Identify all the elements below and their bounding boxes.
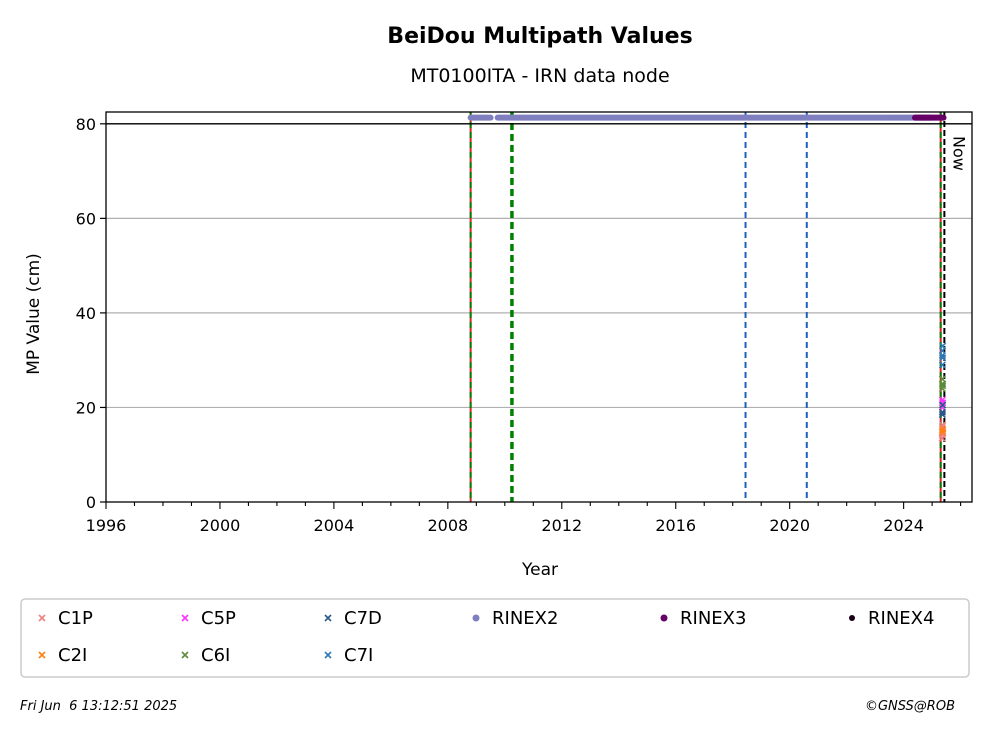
legend-marker [472,614,480,622]
legend-marker [660,614,668,622]
data-point [938,410,946,419]
legend: C1P C5P C7D RINEX2 RINEX3 RINEX4 C2I C6I C7I [38,608,934,666]
y-tick-label: 0 [86,493,96,512]
x-tick-label: 1996 [86,516,127,535]
legend-label: RINEX3 [680,608,746,629]
data-point [939,342,947,350]
x-tick-label: 2024 [883,516,924,535]
data-point [324,614,332,622]
data-point [939,425,947,433]
data-point [181,614,189,622]
data-point [939,382,947,390]
legend-item-rinex4: RINEX4 [849,608,934,629]
y-tick-label: 60 [76,209,96,228]
legend-item-c7d: C7D [324,608,382,629]
legend-item-c2i: C2I [38,645,87,666]
x-tick-label: 2012 [541,516,582,535]
legend-item-c7i: C7I [324,645,373,666]
legend-item-rinex2: RINEX2 [472,608,558,629]
plot-area-frame [105,111,973,503]
data-point [181,651,189,659]
legend-item-c6i: C6I [181,645,230,666]
chart-title: BeiDou Multipath Values [387,24,692,49]
legend-item-c1p: C1P [38,608,93,629]
x-tick-label: 2008 [427,516,468,535]
grid-lines [106,123,972,409]
legend-box [20,598,970,678]
data-point [939,354,947,362]
series-c7d [938,401,947,419]
series-c2i [938,425,947,436]
x-axis-ticks: 1996 2000 2004 2008 2012 2016 2020 2024 [86,502,962,535]
legend-item-c5p: C5P [181,608,236,629]
y-tick-label: 20 [76,398,96,417]
data-point [938,408,946,416]
y-axis-ticks: 0 20 40 60 80 [76,115,106,512]
legend-label: C2I [58,645,87,666]
legend-label: RINEX4 [868,608,934,629]
y-tick-label: 80 [76,115,96,134]
data-point [324,651,332,659]
legend-label: C7D [344,608,382,629]
now-label: Now [949,136,968,171]
x-tick-label: 2000 [200,516,241,535]
legend-label: C7I [344,645,373,666]
x-tick-label: 2020 [769,516,810,535]
legend-marker [849,615,855,621]
y-axis-label: MP Value (cm) [24,253,44,375]
legend-label: C6I [201,645,230,666]
x-tick-label: 2016 [655,516,696,535]
legend-label: C1P [58,608,93,629]
series-c7i [938,342,947,369]
legend-label: RINEX2 [492,608,558,629]
chart-subtitle: MT0100ITA - IRN data node [410,65,669,87]
data-point [38,614,46,622]
x-axis-label: Year [521,560,558,580]
data-point [38,651,46,659]
footer-timestamp: Fri Jun 6 13:12:51 2025 [20,699,177,714]
data-point [938,375,946,383]
y-tick-label: 40 [76,304,96,323]
data-point [939,401,947,409]
legend-label: C5P [201,608,236,629]
series-c6i [938,375,947,393]
x-tick-label: 2004 [314,516,355,535]
footer-credit: ©GNSS@ROB [865,699,955,714]
data-points [467,114,947,442]
data-point [938,361,946,369]
epoch-lines [106,112,972,502]
legend-item-rinex3: RINEX3 [660,608,746,629]
data-point [938,351,946,360]
